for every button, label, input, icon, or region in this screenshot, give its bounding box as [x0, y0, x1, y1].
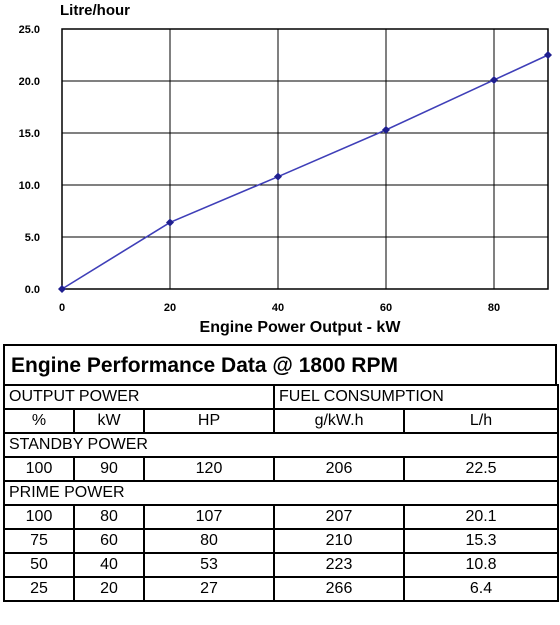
table-cell: 80 [73, 504, 145, 530]
chart-svg: 0.0 5.0 10.0 15.0 20.0 25.0 0 20 40 60 80 [19, 24, 552, 314]
table-cell: 266 [273, 576, 406, 602]
performance-data-table: OUTPUT POWER FUEL CONSUMPTION % kW HP g/… [2, 384, 560, 602]
y-tick-label: 10.0 [19, 180, 40, 192]
fuel-consumption-header: FUEL CONSUMPTION [273, 384, 560, 410]
table-cell: 15.3 [403, 528, 560, 554]
table-cell: 53 [142, 552, 276, 578]
x-tick-label: 60 [380, 302, 392, 314]
column-header: g/kW.h [273, 408, 406, 434]
standby-section-row: STANDBY POWER [2, 432, 560, 458]
x-tick-label: 0 [59, 302, 65, 314]
data-point [58, 285, 66, 293]
table-cell: 206 [273, 456, 406, 482]
table-row: 75 60 80 210 15.3 [3, 528, 560, 554]
table-row: 50 40 53 223 10.8 [3, 552, 560, 578]
table-cell: 120 [142, 456, 276, 482]
group-header-row: OUTPUT POWER FUEL CONSUMPTION [2, 384, 560, 410]
x-axis-title: Engine Power Output - kW [199, 319, 401, 336]
table-cell: 100 [3, 504, 75, 530]
table-cell: 10.8 [403, 552, 560, 578]
fuel-consumption-chart: 0.0 5.0 10.0 15.0 20.0 25.0 0 20 40 60 80 Litre/ho… [19, 2, 552, 336]
table-cell: 90 [73, 456, 145, 482]
data-point [382, 125, 390, 134]
table-cell: 207 [273, 504, 406, 530]
table-cell: 223 [273, 552, 406, 578]
plot-frame [61, 28, 549, 290]
table-row: 100 90 120 206 22.5 [3, 456, 560, 482]
y-tick-label: 15.0 [19, 128, 40, 140]
output-power-header: OUTPUT POWER [2, 384, 276, 410]
x-tick-label: 80 [488, 302, 500, 314]
table-title: Engine Performance Data @ 1800 RPM [3, 344, 557, 384]
column-header-row: % kW HP g/kW.h L/h [3, 408, 560, 434]
data-point [274, 172, 282, 181]
table-cell: 27 [142, 576, 276, 602]
table-cell: 50 [3, 552, 75, 578]
series-line [61, 54, 549, 290]
table-cell: 60 [73, 528, 145, 554]
y-tick-label: 25.0 [19, 24, 40, 36]
y-axis-title: Litre/hour [60, 2, 130, 19]
y-tick-label: 20.0 [19, 76, 40, 88]
data-point [166, 218, 174, 227]
data-point [544, 51, 552, 59]
x-tick-label: 40 [272, 302, 284, 314]
x-tick-label: 20 [164, 302, 176, 314]
table-cell: 75 [3, 528, 75, 554]
prime-power-label: PRIME POWER [2, 480, 560, 506]
column-header: HP [142, 408, 276, 434]
table-cell: 20.1 [403, 504, 560, 530]
table-cell: 100 [3, 456, 75, 482]
column-header: % [3, 408, 75, 434]
prime-section-row: PRIME POWER [2, 480, 560, 506]
table-cell: 107 [142, 504, 276, 530]
table-cell: 6.4 [403, 576, 560, 602]
table-cell: 40 [73, 552, 145, 578]
table-cell: 80 [142, 528, 276, 554]
y-tick-label: 5.0 [25, 232, 40, 244]
table-cell: 210 [273, 528, 406, 554]
standby-power-label: STANDBY POWER [2, 432, 560, 458]
data-point [490, 75, 498, 84]
table-row: 100 80 107 207 20.1 [3, 504, 560, 530]
table-cell: 20 [73, 576, 145, 602]
table-row: 25 20 27 266 6.4 [3, 576, 560, 602]
performance-table: Engine Performance Data @ 1800 RPM OUTPU… [2, 344, 560, 602]
y-tick-label: 0.0 [25, 284, 40, 296]
column-header: L/h [403, 408, 560, 434]
column-header: kW [73, 408, 145, 434]
table-cell: 25 [3, 576, 75, 602]
table-cell: 22.5 [403, 456, 560, 482]
